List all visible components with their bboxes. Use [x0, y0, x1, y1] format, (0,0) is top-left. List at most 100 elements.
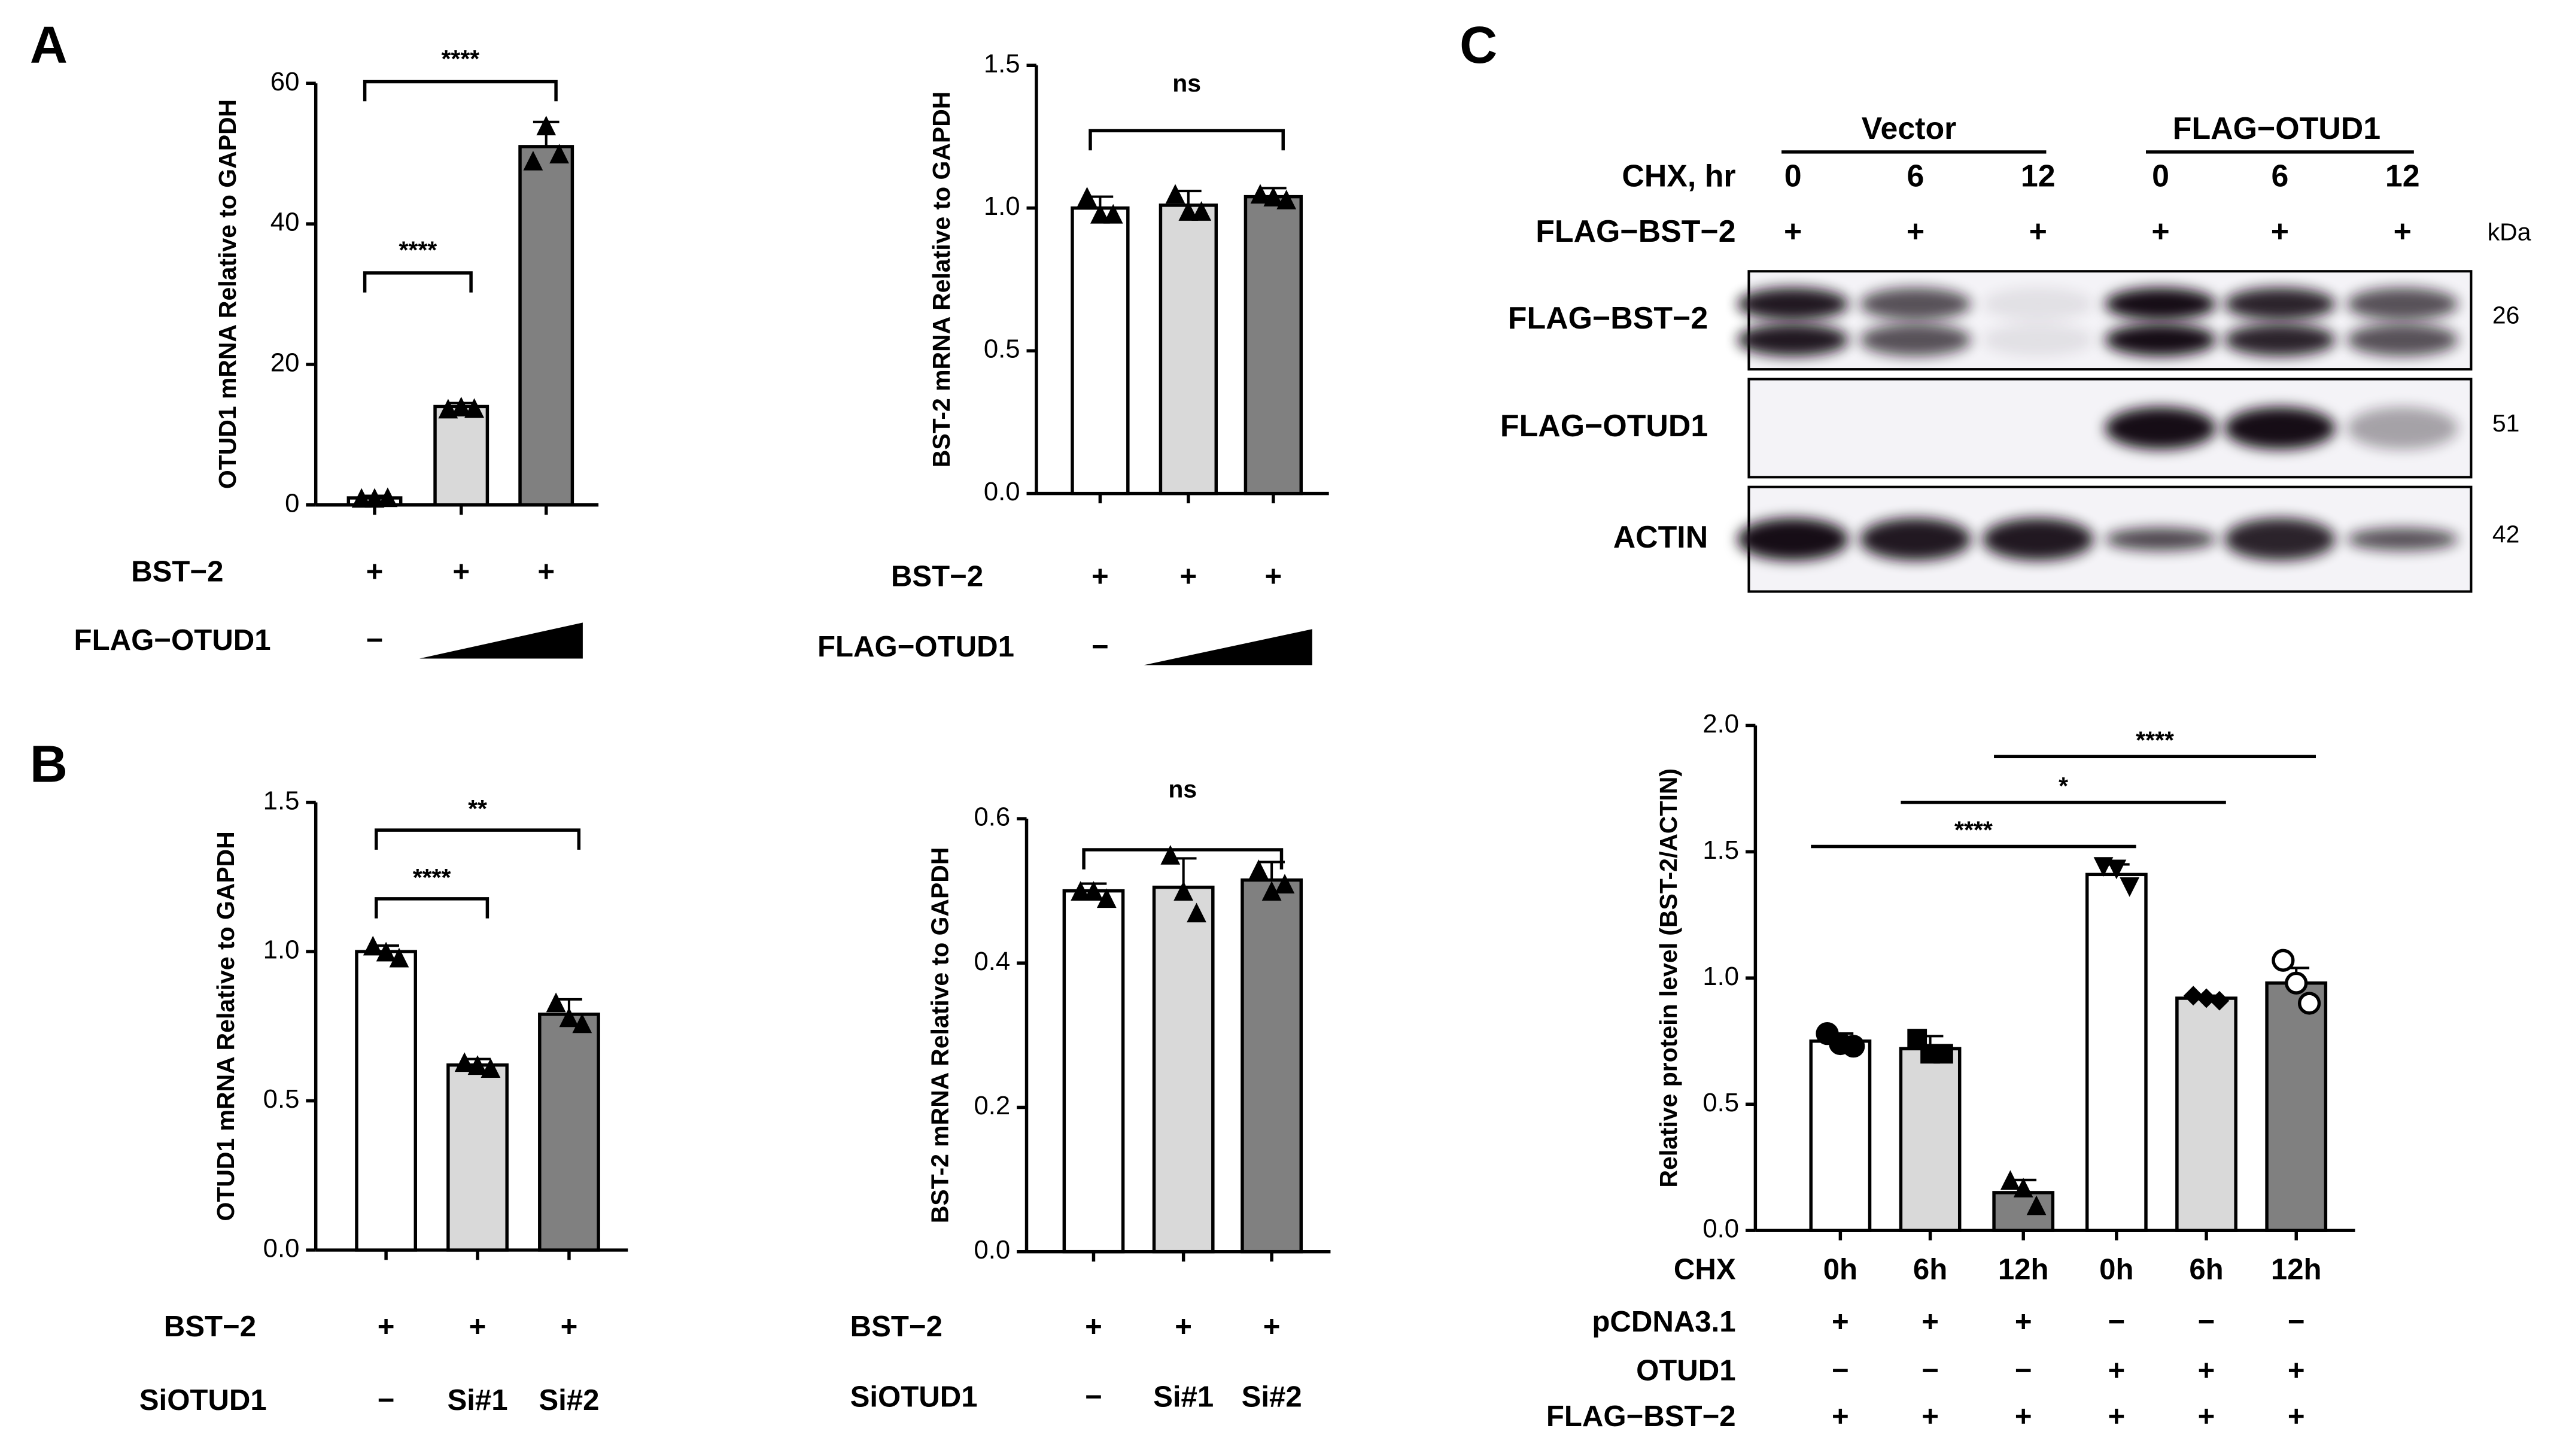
point [1096, 888, 1117, 908]
band-label: FLAG−BST−2 [1508, 300, 1708, 335]
y-tick-label: 1.5 [984, 49, 1020, 78]
bar [1899, 1047, 1962, 1232]
band [1982, 323, 2094, 357]
condition-mark: + [1832, 1306, 1849, 1338]
time-label: CHX, hr [1622, 158, 1735, 193]
point [2297, 992, 2321, 1015]
band [1982, 287, 2094, 321]
point [1077, 187, 1097, 207]
condition-mark: + [2198, 1400, 2215, 1433]
point [378, 487, 398, 507]
point [2013, 1178, 2033, 1197]
x-axis-label: CHX [1674, 1253, 1736, 1285]
time-label: 0 [1784, 158, 1802, 193]
condition-mark: − [2015, 1355, 2032, 1387]
condition-mark: Si#2 [1242, 1381, 1302, 1413]
band [2105, 527, 2217, 551]
y-tick-label: 1.0 [1702, 962, 1739, 991]
point [523, 151, 543, 171]
significance-label: **** [2136, 727, 2174, 754]
band-size: 51 [2492, 409, 2520, 437]
band [1982, 518, 2094, 561]
condition-mark: + [2288, 1355, 2305, 1387]
y-axis-label: OTUD1 mRNA Relative to GAPDH [212, 831, 239, 1221]
significance-label: **** [413, 864, 451, 891]
condition-label: FLAG−OTUD1 [817, 631, 1014, 663]
x-tick-label: 12h [2271, 1253, 2322, 1285]
significance-bracket [363, 271, 473, 293]
point [2209, 990, 2230, 1011]
condition-mark: + [1180, 561, 1197, 593]
bar [1244, 194, 1303, 496]
point [1103, 203, 1123, 224]
band [1737, 287, 1849, 321]
point [1084, 881, 1103, 901]
point [1071, 881, 1091, 901]
bar [1062, 889, 1125, 1254]
bar [1159, 203, 1218, 496]
bar [2175, 996, 2237, 1232]
y-axis-label: BST-2 mRNA Relative to GAPDH [926, 847, 953, 1224]
condition-label: SiOTUD1 [139, 1384, 267, 1417]
condition-label: BST−2 [131, 555, 223, 588]
y-tick-label: 1.0 [263, 935, 300, 965]
significance-label: **** [441, 45, 479, 72]
band [2105, 323, 2217, 357]
point [467, 1055, 488, 1075]
condition-mark: − [1092, 631, 1109, 663]
condition-mark: + [366, 555, 384, 588]
point [1165, 184, 1185, 204]
point [364, 488, 385, 508]
y-tick-label: 0.0 [1702, 1214, 1739, 1244]
row-mark: + [1784, 214, 1802, 248]
bar [433, 405, 490, 507]
point [1842, 1035, 1865, 1058]
bar [1241, 878, 1303, 1254]
bar [2085, 873, 2148, 1232]
band-label: FLAG−OTUD1 [1500, 408, 1708, 443]
significance-label: ns [1172, 69, 1201, 97]
band [2346, 323, 2458, 357]
condition-mark: + [1092, 561, 1109, 593]
band [2224, 287, 2336, 321]
band [1860, 323, 1971, 357]
y-tick-label: 20 [270, 348, 300, 377]
band-size: 26 [2492, 302, 2520, 329]
band [1737, 518, 1849, 561]
condition-mark: + [537, 555, 555, 588]
condition-mark: Si#2 [539, 1384, 599, 1417]
condition-mark: − [2198, 1306, 2215, 1338]
point [481, 1058, 501, 1078]
condition-mark: − [2108, 1306, 2126, 1338]
condition-mark: + [1832, 1400, 1849, 1433]
ramp [419, 622, 583, 659]
band [2105, 287, 2217, 321]
condition-mark: + [2108, 1355, 2126, 1387]
y-tick-label: 0.6 [974, 803, 1010, 832]
condition-label: BST−2 [164, 1311, 256, 1343]
condition-mark: + [469, 1311, 487, 1343]
bar [518, 145, 574, 507]
x-tick-label: 0h [1823, 1253, 1857, 1285]
point [536, 115, 557, 136]
point [451, 396, 472, 417]
condition-mark: + [452, 555, 470, 588]
significance-bracket [1082, 848, 1284, 870]
point [2106, 859, 2127, 880]
band [2346, 406, 2458, 449]
point [2026, 1195, 2047, 1215]
condition-mark: + [378, 1311, 395, 1343]
point [1275, 874, 1295, 893]
y-tick-label: 0.0 [984, 477, 1020, 506]
condition-mark: + [1264, 561, 1282, 593]
x-tick-label: 0h [2099, 1253, 2133, 1285]
condition-label: SiOTUD1 [850, 1381, 978, 1413]
band [2105, 406, 2217, 449]
point [2183, 986, 2203, 1006]
condition-label: pCDNA3.1 [1592, 1306, 1735, 1338]
point [559, 1007, 579, 1028]
significance-label: ** [468, 795, 487, 822]
condition-mark: + [1922, 1400, 1939, 1433]
time-label: 0 [2152, 158, 2169, 193]
